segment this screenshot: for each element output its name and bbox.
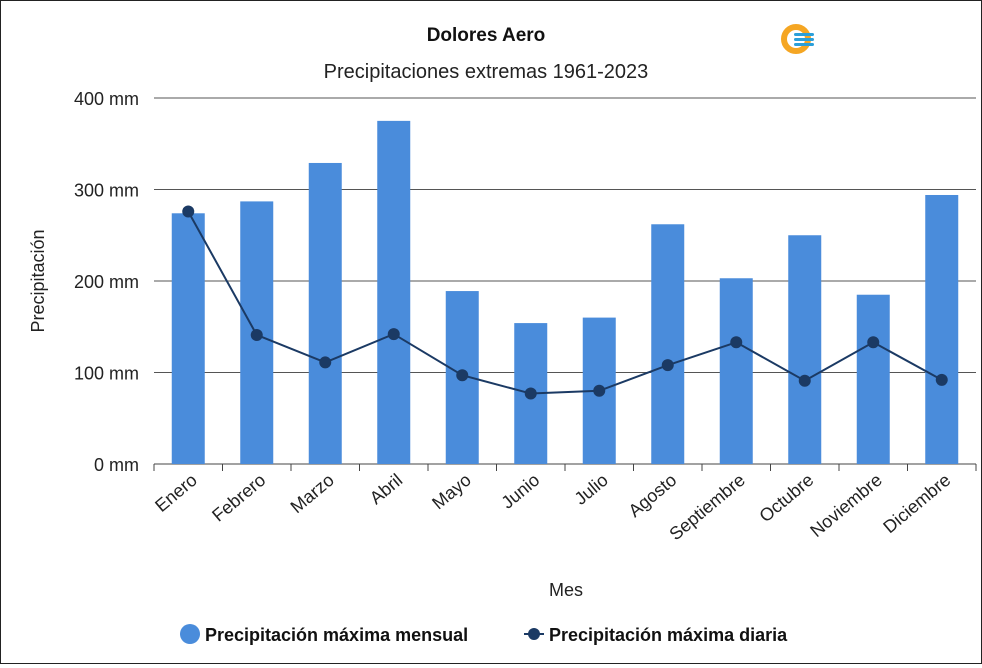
smn-logo-icon (781, 24, 814, 54)
grid-lines (154, 97, 976, 465)
bar-abril[interactable] (377, 120, 411, 464)
bar-marzo[interactable] (308, 162, 342, 464)
legend: Precipitación máxima mensual Precipitaci… (180, 624, 788, 645)
y-tick-label: 100 mm (74, 364, 139, 384)
point-julio[interactable] (593, 384, 606, 397)
x-tick-label: Agosto (625, 470, 681, 521)
y-axis-label: Precipitación (28, 229, 48, 332)
legend-bar-marker (180, 624, 200, 644)
x-tick-label: Enero (151, 470, 201, 516)
x-axis-ticks: Enero Febrero Marzo Abril Mayo Junio Julio Agos… (151, 464, 977, 544)
y-axis-ticks: 0 mm 100 mm 200 mm 300 mm 400 mm (74, 89, 139, 475)
bar-septiembre[interactable] (719, 278, 753, 464)
legend-bar-label[interactable]: Precipitación máxima mensual (205, 625, 468, 645)
bar-diciembre[interactable] (925, 194, 959, 465)
point-abril[interactable] (387, 328, 400, 341)
chart-subtitle: Precipitaciones extremas 1961-2023 (324, 61, 649, 83)
x-axis-label: Mes (549, 580, 583, 600)
x-tick-label: Febrero (208, 470, 269, 526)
daily-max-line (187, 210, 943, 395)
y-tick-label: 300 mm (74, 181, 139, 201)
x-tick-label: Septiembre (665, 470, 748, 544)
x-tick-label: Noviembre (806, 470, 886, 541)
point-diciembre[interactable] (935, 373, 948, 386)
x-tick-label: Octubre (755, 470, 817, 526)
x-tick-label: Julio (571, 470, 612, 509)
legend-line-label[interactable]: Precipitación máxima diaria (549, 625, 788, 645)
x-tick-label: Abril (366, 470, 406, 508)
x-tick-label: Junio (498, 470, 544, 513)
point-octubre[interactable] (798, 374, 811, 387)
point-agosto[interactable] (661, 359, 674, 372)
x-tick-label: Marzo (287, 470, 338, 517)
y-tick-label: 200 mm (74, 272, 139, 292)
point-mayo[interactable] (456, 369, 469, 382)
bar-noviembre[interactable] (856, 294, 890, 464)
point-junio[interactable] (524, 387, 537, 400)
point-marzo[interactable] (319, 356, 332, 369)
point-febrero[interactable] (250, 328, 263, 341)
legend-line-dot (528, 628, 540, 640)
point-noviembre[interactable] (867, 336, 880, 349)
point-septiembre[interactable] (730, 336, 743, 349)
point-enero[interactable] (182, 205, 195, 218)
bar-enero[interactable] (171, 213, 205, 464)
x-tick-label: Diciembre (879, 470, 954, 537)
y-tick-label: 0 mm (94, 455, 139, 475)
bar-series (171, 120, 959, 465)
bar-octubre[interactable] (788, 235, 822, 464)
x-tick-label: Mayo (428, 470, 475, 514)
y-tick-label: 400 mm (74, 89, 139, 109)
bar-agosto[interactable] (651, 224, 685, 464)
chart-title: Dolores Aero (427, 25, 546, 46)
line-series (182, 205, 948, 400)
